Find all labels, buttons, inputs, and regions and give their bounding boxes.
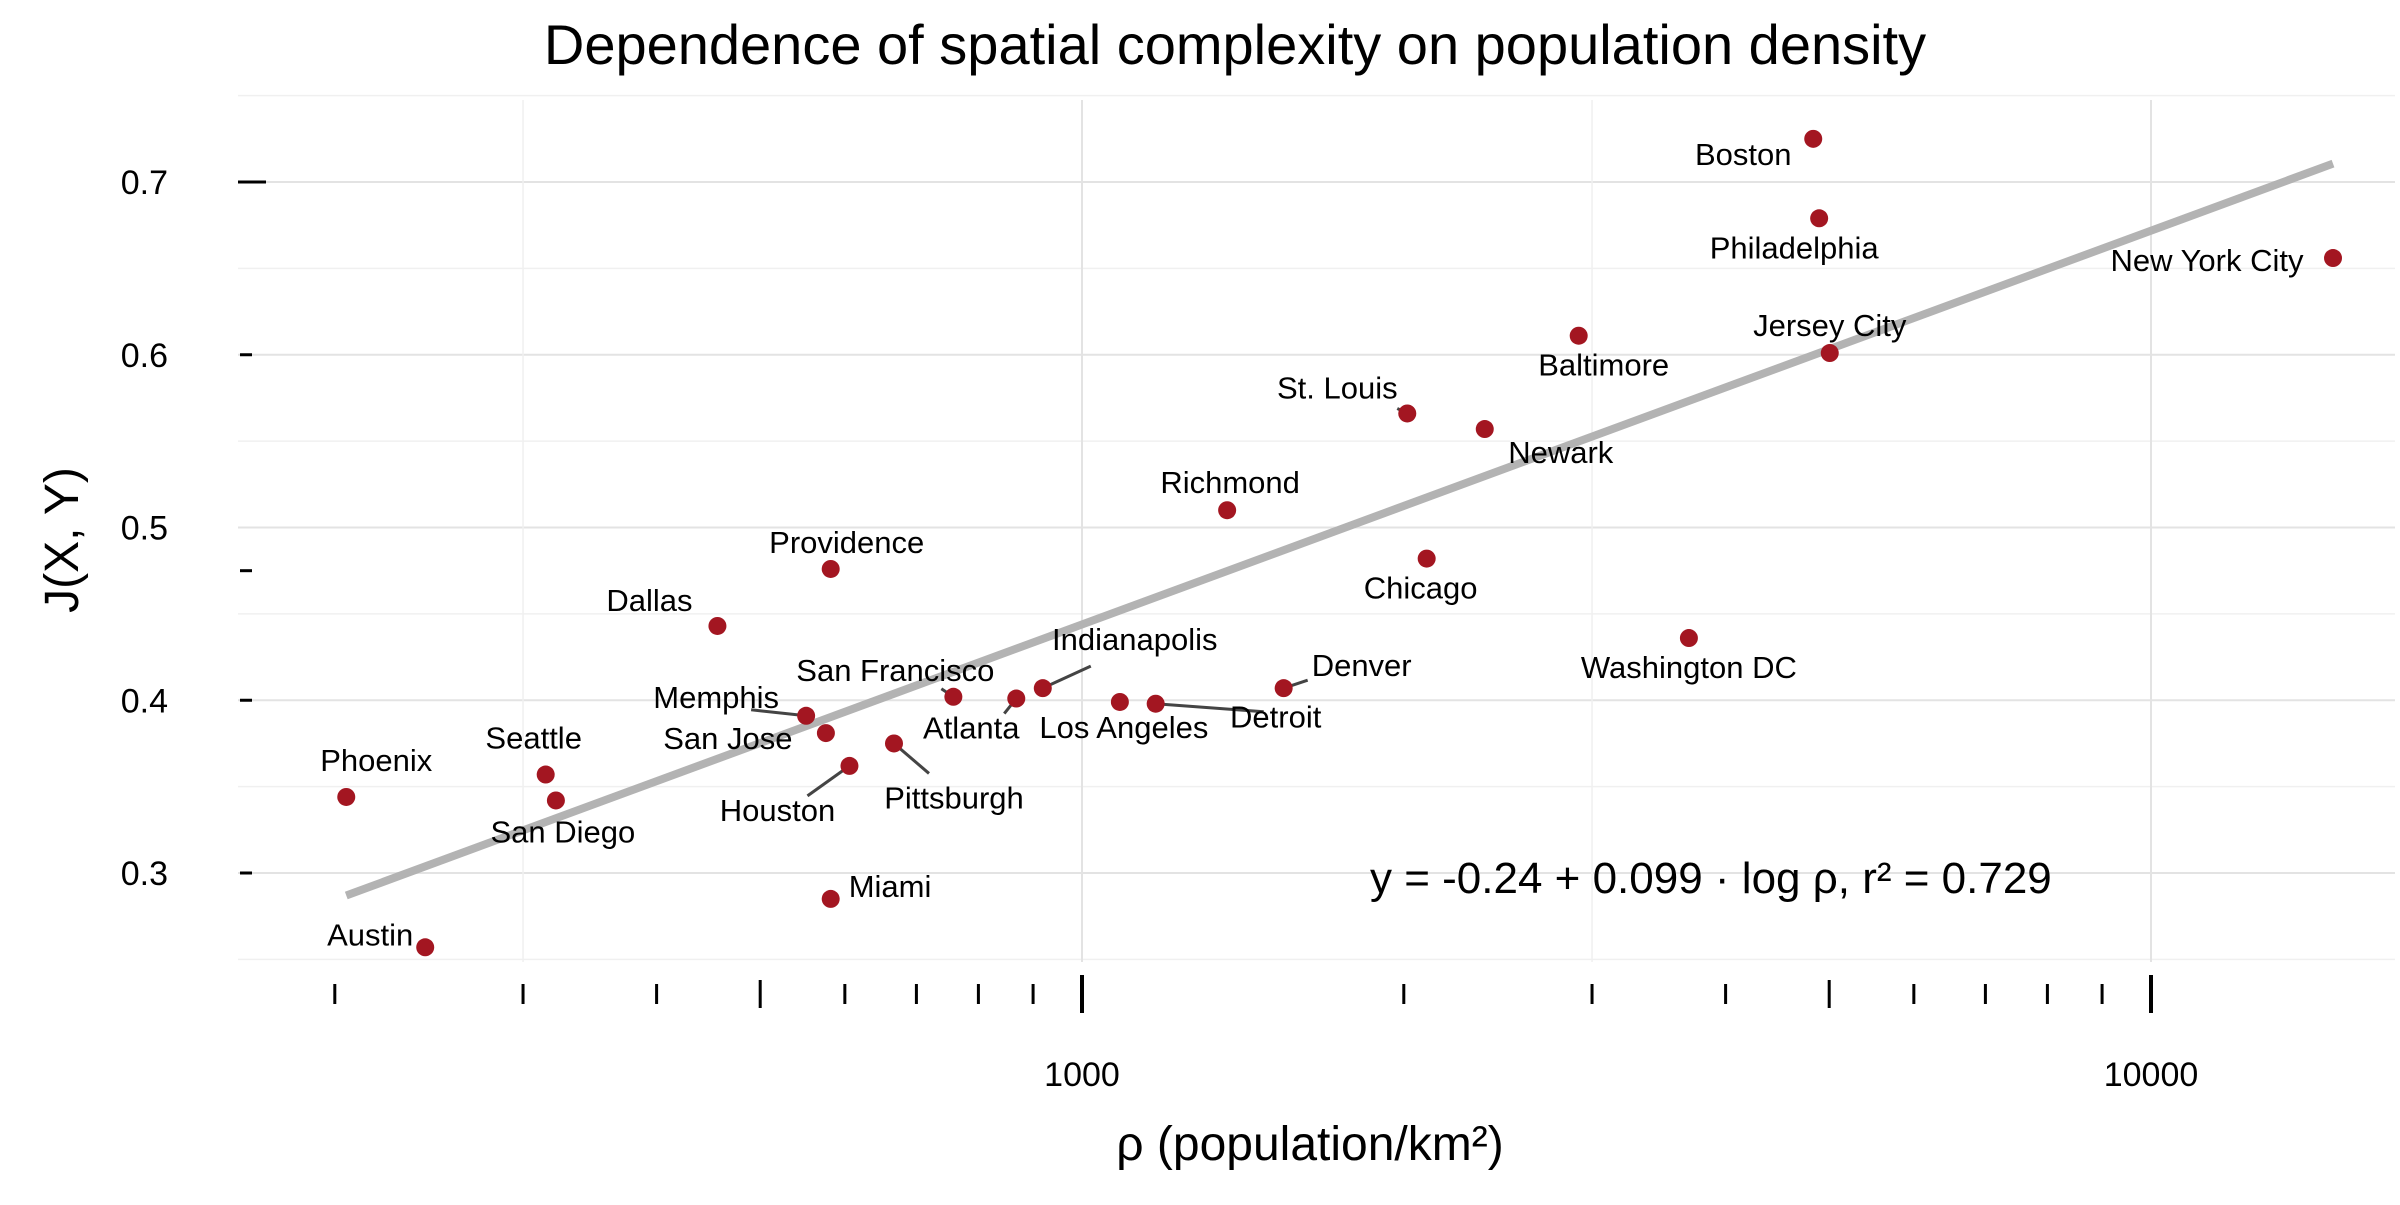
data-point [546, 791, 565, 810]
data-point [708, 616, 727, 635]
y-axis-label: J(X, Y) [36, 467, 89, 613]
point-label: Los Angeles [1039, 710, 1208, 745]
point-label: Philadelphia [1710, 230, 1880, 265]
point-label: Providence [769, 525, 924, 560]
point-label: Miami [849, 869, 932, 904]
data-point [1820, 344, 1839, 363]
data-point [1804, 129, 1823, 148]
data-point [1033, 679, 1052, 698]
point-label: Washington DC [1581, 650, 1797, 685]
label-leader-line [1155, 702, 1264, 714]
regression-equation: y = -0.24 + 0.099 · log ρ, r² = 0.729 [1370, 854, 2052, 903]
point-label: San Francisco [796, 653, 994, 688]
point-label: Chicago [1364, 571, 1478, 606]
point-label: San Jose [663, 721, 792, 756]
point-label: Detroit [1230, 700, 1322, 735]
y-tick-label: 0.6 [121, 337, 168, 375]
data-point [536, 765, 555, 784]
point-label: New York City [2111, 243, 2304, 278]
point-label: Pittsburgh [884, 780, 1024, 815]
data-point [1810, 209, 1829, 228]
data-point [944, 687, 963, 706]
data-point [821, 559, 840, 578]
data-point [1679, 629, 1698, 648]
point-label: Baltimore [1538, 348, 1669, 383]
chart-title: Dependence of spatial complexity on popu… [544, 13, 1926, 76]
point-label: Houston [720, 793, 835, 828]
data-point [840, 756, 859, 775]
point-label: Memphis [653, 680, 779, 715]
point-label-layer: Phoenix Austin Seattle San Diego Dallas Memph… [320, 137, 2304, 952]
data-point [1398, 404, 1417, 423]
point-label: Seattle [485, 721, 582, 756]
data-point [821, 889, 840, 908]
point-label: San Diego [491, 814, 636, 849]
data-point [416, 938, 435, 957]
point-label: Atlanta [923, 711, 1020, 746]
grid-layer [238, 94, 2395, 962]
y-tick-label: 0.4 [121, 682, 168, 720]
data-point-layer [337, 129, 2343, 957]
data-point [1569, 326, 1588, 345]
y-tick-label: 0.3 [121, 855, 168, 893]
point-label: Denver [1312, 648, 1412, 683]
fit-line-layer [344, 159, 2335, 900]
point-label: Indianapolis [1052, 622, 1217, 657]
data-point [816, 724, 835, 743]
point-label: Jersey City [1753, 308, 1907, 343]
axis-layer: 1000 10000 0.3 0.4 0.5 0.6 0.7 [121, 164, 2199, 1094]
y-tick-label: 0.5 [121, 510, 168, 548]
data-point [337, 787, 356, 806]
point-label: Austin [327, 917, 413, 952]
data-point [797, 706, 816, 725]
point-label: Phoenix [320, 743, 433, 778]
data-point [1218, 501, 1237, 520]
data-point [1475, 420, 1494, 439]
point-label: Dallas [606, 583, 692, 618]
point-label: Richmond [1160, 465, 1300, 500]
data-point [1274, 679, 1293, 698]
data-point [1146, 694, 1165, 713]
label-leader-line [750, 708, 807, 718]
data-point [884, 734, 903, 753]
point-label: Newark [1508, 435, 1614, 470]
point-label: St. Louis [1277, 370, 1398, 405]
data-point [1007, 689, 1026, 708]
y-tick-label: 0.7 [121, 164, 168, 202]
point-label: Boston [1695, 137, 1792, 172]
x-tick-label: 1000 [1044, 1056, 1120, 1094]
x-tick-label: 10000 [2104, 1056, 2199, 1094]
x-axis-label: ρ (population/km²) [1116, 1118, 1503, 1171]
data-point [1417, 549, 1436, 568]
data-point [2324, 249, 2343, 268]
data-point [1110, 692, 1129, 711]
regression-line [344, 159, 2335, 900]
